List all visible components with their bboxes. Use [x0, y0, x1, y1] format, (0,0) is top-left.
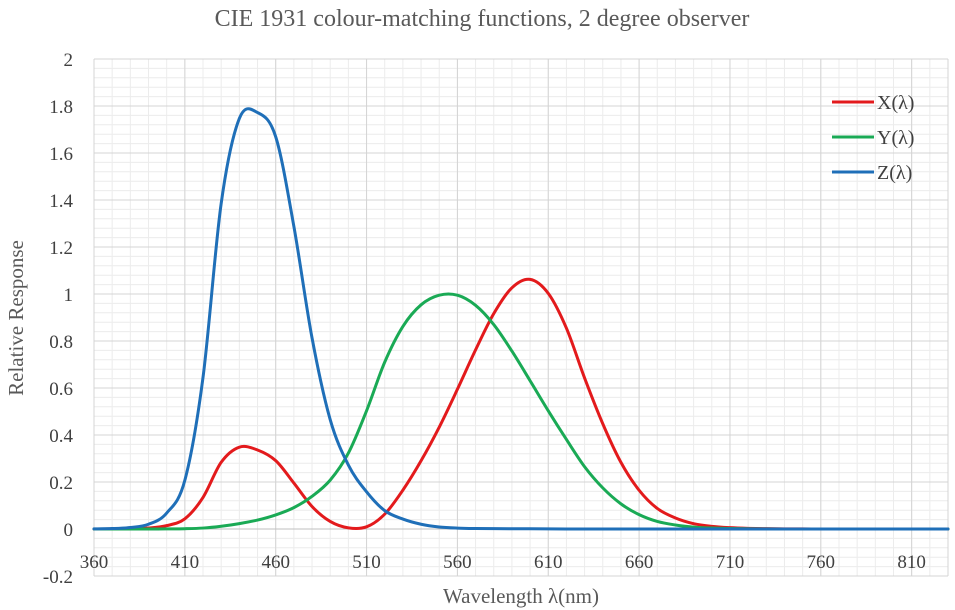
y-tick-label: -0.2: [43, 567, 73, 588]
legend-label-z: Z(λ): [877, 162, 912, 184]
y-tick-labels: -0.2 0 0.2 0.4 0.6 0.8 1 1.2 1.4 1.6 1.8 2: [43, 50, 74, 588]
x-axis-title: Wavelength λ(nm): [443, 584, 599, 608]
legend-label-y: Y(λ): [877, 127, 914, 149]
y-tick-label: 1.4: [49, 191, 73, 212]
y-tick-label: 0.4: [49, 426, 73, 447]
x-tick-label: 460: [261, 552, 290, 573]
major-gridlines: [93, 58, 949, 577]
y-tick-label: 1.6: [49, 144, 73, 165]
series-lines: [92, 107, 950, 531]
series-line-z: [92, 107, 950, 531]
legend-label-x: X(λ): [877, 92, 914, 114]
x-tick-label: 360: [80, 552, 109, 573]
y-tick-label: 0.2: [49, 473, 73, 494]
x-tick-label: 610: [534, 552, 563, 573]
y-tick-label: 2: [64, 50, 74, 71]
x-tick-label: 560: [443, 552, 472, 573]
legend: X(λ) Y(λ) Z(λ): [832, 92, 914, 184]
series-line-y: [92, 292, 950, 531]
x-tick-label: 760: [807, 552, 836, 573]
x-tick-labels: 360 410 460 510 560 610 660 710 760 810: [80, 552, 926, 573]
minor-gridlines: [93, 58, 949, 577]
x-tick-label: 660: [625, 552, 654, 573]
y-tick-label: 1: [64, 285, 74, 306]
y-tick-label: 0: [64, 520, 74, 541]
y-tick-label: 0.8: [49, 332, 73, 353]
x-tick-label: 510: [352, 552, 381, 573]
x-tick-label: 710: [716, 552, 745, 573]
y-tick-label: 1.2: [49, 238, 73, 259]
x-tick-label: 810: [897, 552, 926, 573]
chart-title: CIE 1931 colour-matching functions, 2 de…: [215, 6, 750, 32]
x-tick-label: 410: [171, 552, 200, 573]
y-axis-title: Relative Response: [4, 240, 28, 396]
y-tick-label: 1.8: [49, 97, 73, 118]
y-tick-label: 0.6: [49, 379, 73, 400]
